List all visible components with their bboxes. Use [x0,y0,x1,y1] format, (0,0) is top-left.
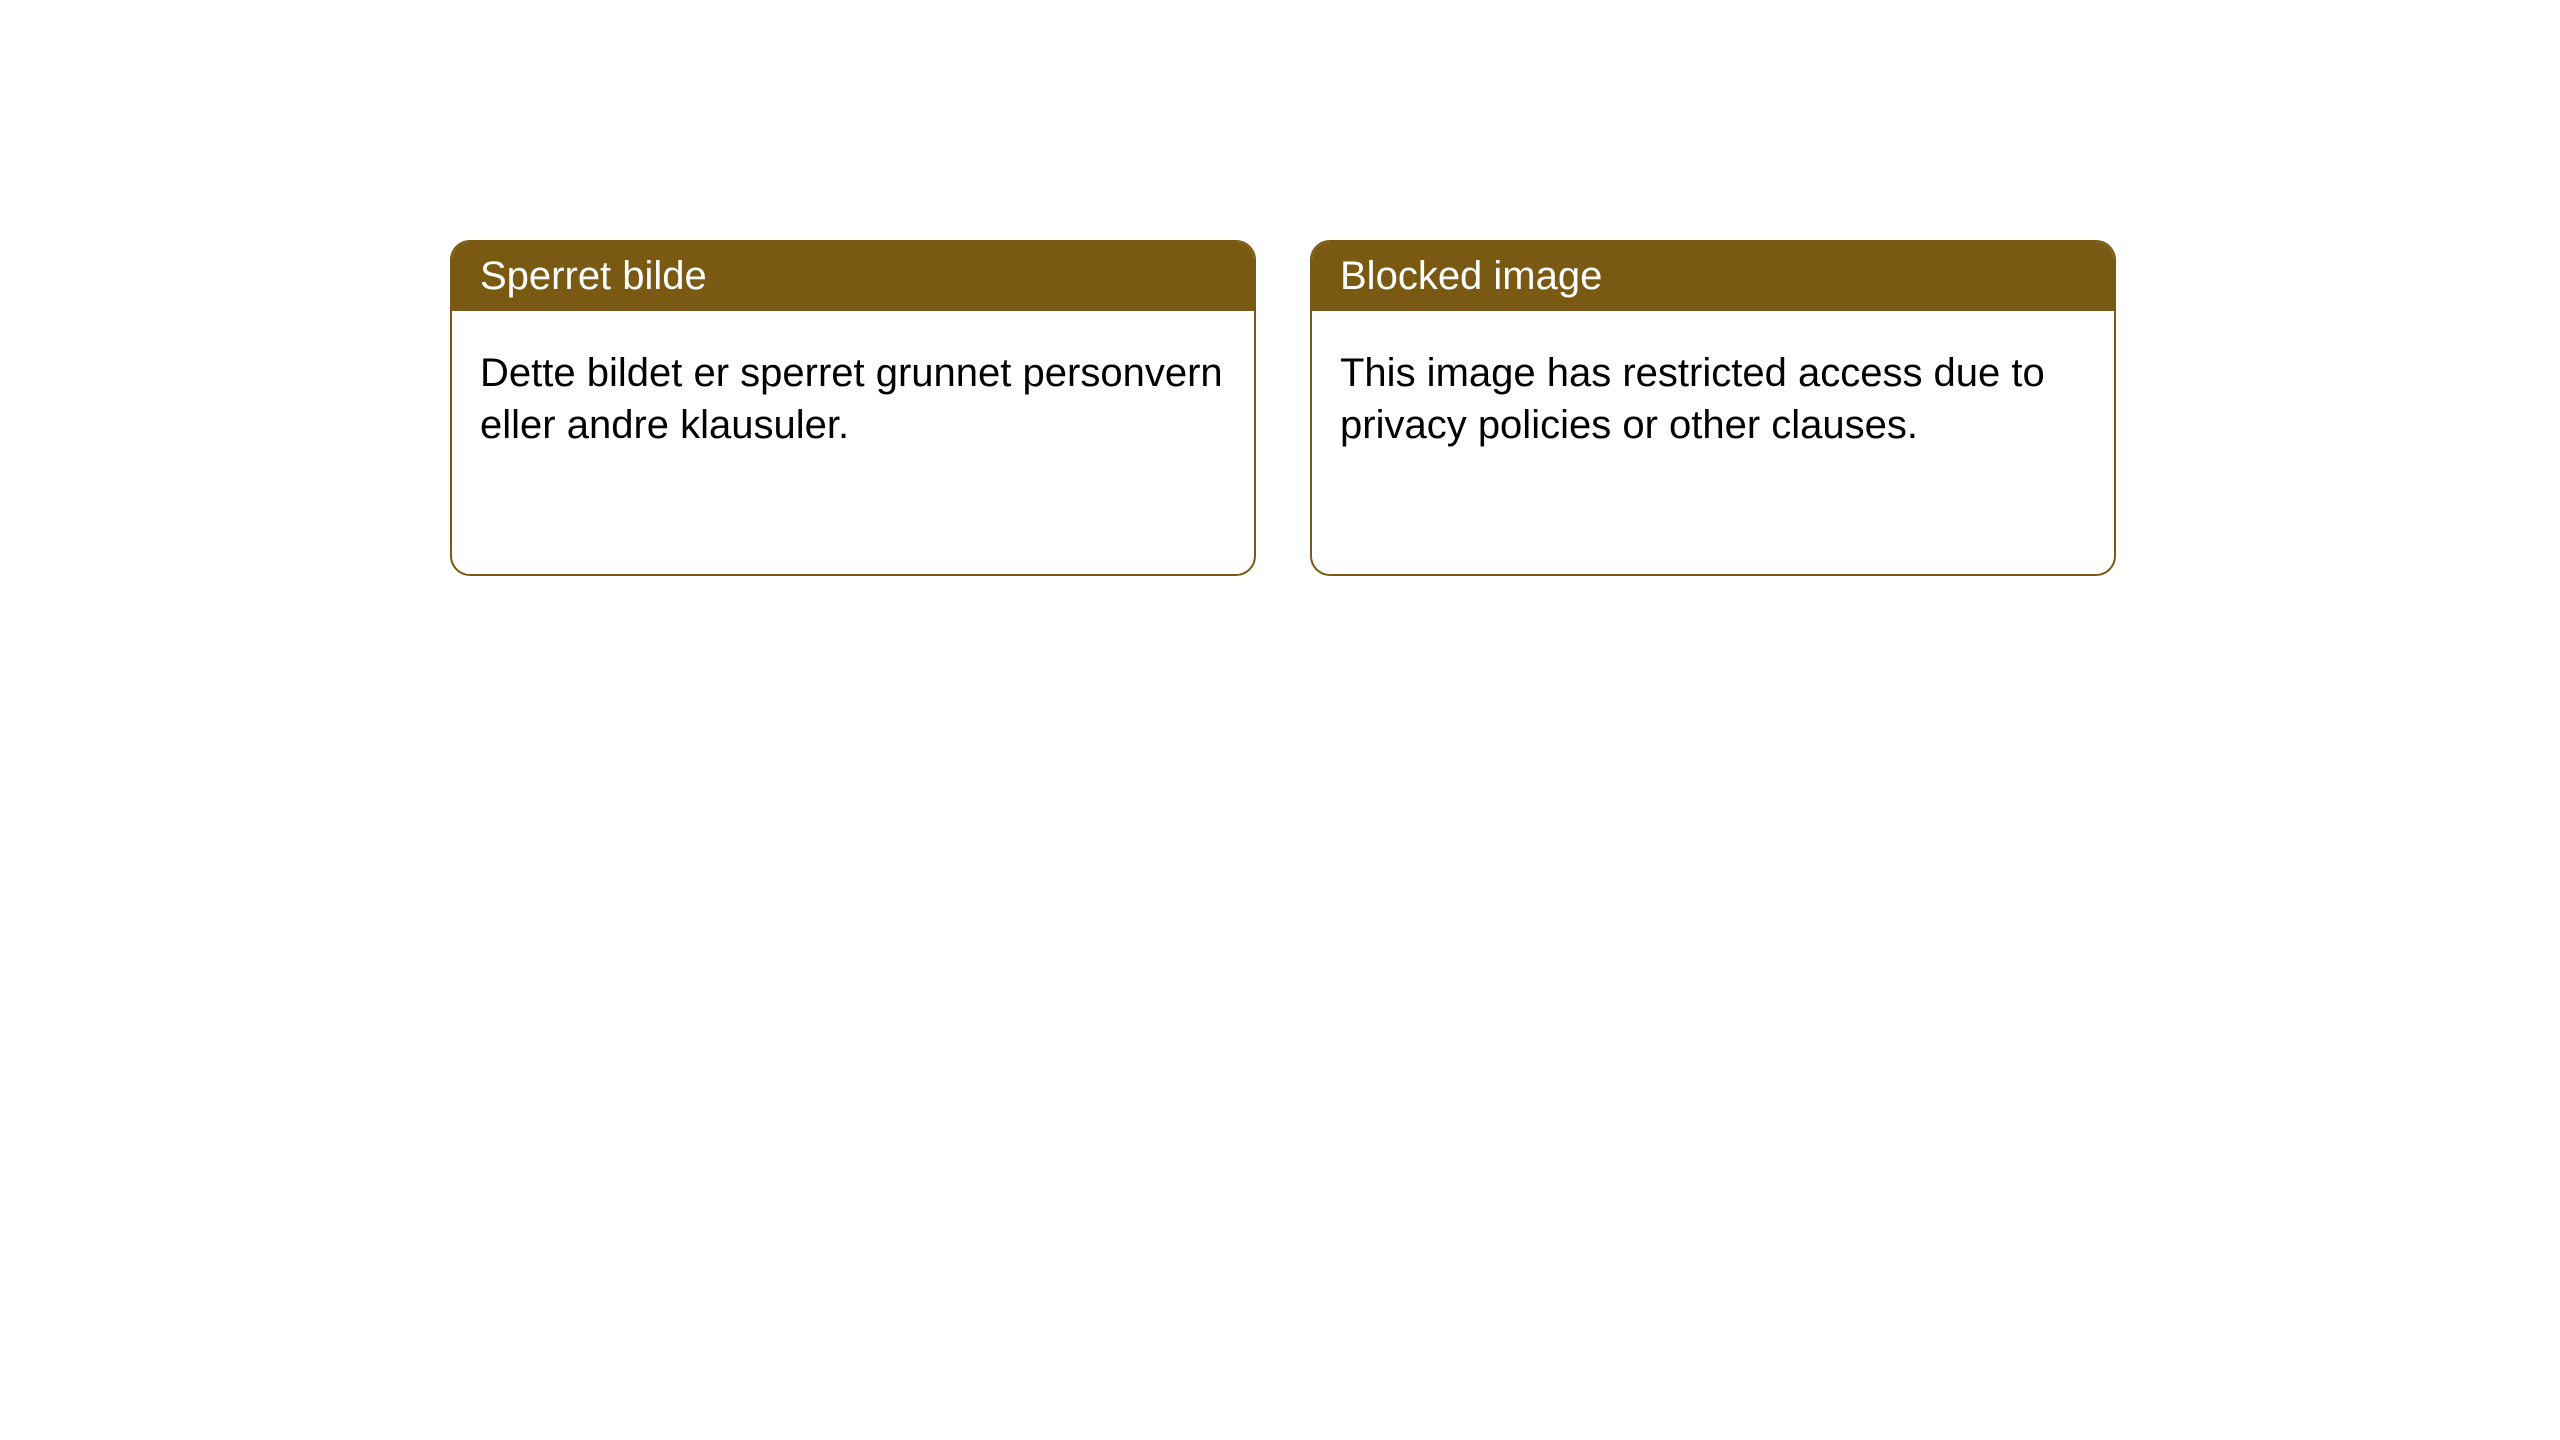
panel-body: Dette bildet er sperret grunnet personve… [452,311,1254,487]
panel-title: Sperret bilde [480,254,707,298]
panel-message: This image has restricted access due to … [1340,351,2045,447]
panel-body: This image has restricted access due to … [1312,311,2114,487]
panel-title: Blocked image [1340,254,1602,298]
blocked-image-panel-no: Sperret bilde Dette bildet er sperret gr… [450,240,1256,576]
panel-message: Dette bildet er sperret grunnet personve… [480,351,1223,447]
blocked-image-panel-en: Blocked image This image has restricted … [1310,240,2116,576]
panels-container: Sperret bilde Dette bildet er sperret gr… [450,240,2560,576]
panel-header: Blocked image [1312,242,2114,311]
panel-header: Sperret bilde [452,242,1254,311]
